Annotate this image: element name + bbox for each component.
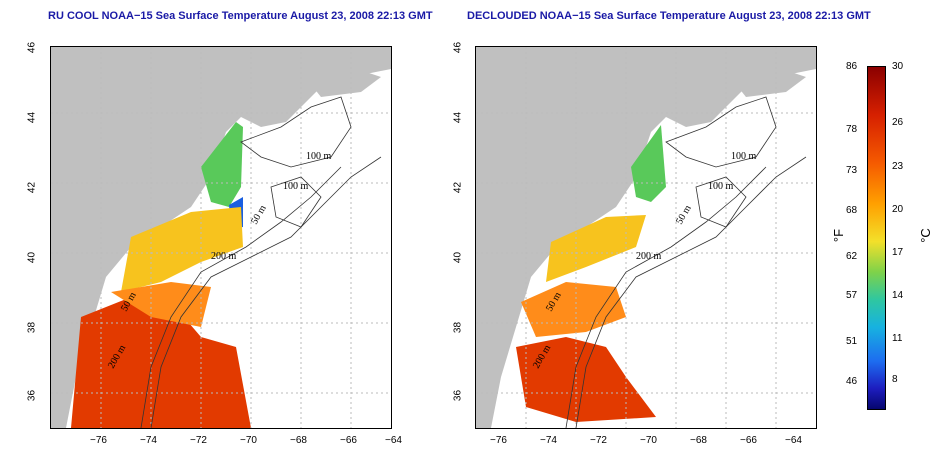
sst-mid-patch (546, 215, 646, 282)
contour-label: 100 m (708, 181, 734, 192)
celsius-tick: 8 (892, 374, 898, 385)
celsius-tick: 30 (892, 61, 904, 72)
fahrenheit-tick: 51 (846, 336, 858, 347)
sst-mid-patch (121, 207, 243, 292)
sst-cool-patch (201, 122, 243, 207)
y-tick-label: 40 (26, 251, 38, 264)
x-tick-label: −68 (690, 435, 707, 446)
land-mass (476, 47, 816, 428)
y-tick-label: 42 (26, 181, 38, 194)
fahrenheit-tick: 73 (846, 165, 858, 176)
fahrenheit-tick: 57 (846, 290, 858, 301)
x-tick-label: −72 (190, 435, 207, 446)
celsius-tick: 11 (892, 333, 903, 344)
bathymetry-contours (565, 96, 807, 428)
fahrenheit-tick: 62 (846, 251, 858, 262)
x-tick-label: −64 (385, 435, 402, 446)
x-tick-label: −74 (140, 435, 157, 446)
y-tick-label: 46 (26, 41, 38, 54)
contour-label: 100 m (731, 151, 757, 162)
y-tick-label: 44 (452, 111, 464, 124)
right-map-canvas: 100 m 100 m 50 m 200 m 50 m 200 m (476, 47, 816, 428)
x-tick-label: −68 (290, 435, 307, 446)
sst-warm-patch (516, 337, 656, 422)
sst-warm-patch (71, 297, 251, 428)
contour-label: 50 m (249, 203, 269, 226)
celsius-tick: 26 (892, 117, 904, 128)
land-mass (51, 47, 391, 428)
temperature-colorbar (867, 66, 886, 410)
bathymetry-contours (140, 96, 382, 428)
grid-lines (51, 47, 391, 428)
x-tick-label: −74 (540, 435, 557, 446)
left-map-canvas: 100 m 100 m 50 m 200 m 50 m 200 m (51, 47, 391, 428)
celsius-tick: 23 (892, 161, 904, 172)
fahrenheit-tick: 86 (846, 61, 858, 72)
sst-orange-patch (521, 282, 626, 337)
x-tick-label: −66 (740, 435, 757, 446)
sst-orange-patch (111, 282, 211, 327)
right-map-panel: 100 m 100 m 50 m 200 m 50 m 200 m (475, 46, 817, 429)
y-tick-label: 40 (452, 251, 464, 264)
x-tick-label: −64 (785, 435, 802, 446)
contour-label: 100 m (306, 151, 332, 162)
fahrenheit-label: °F (831, 228, 847, 243)
x-tick-label: −70 (240, 435, 257, 446)
y-tick-label: 36 (26, 389, 38, 402)
x-tick-label: −76 (90, 435, 107, 446)
x-tick-label: −70 (640, 435, 657, 446)
right-map-title: DECLOUDED NOAA−15 Sea Surface Temperatur… (467, 10, 871, 22)
y-tick-label: 44 (26, 111, 38, 124)
contour-label: 100 m (283, 181, 309, 192)
fahrenheit-tick: 68 (846, 205, 858, 216)
x-tick-label: −72 (590, 435, 607, 446)
y-tick-label: 46 (452, 41, 464, 54)
island-land (301, 67, 381, 97)
grid-lines (476, 47, 816, 428)
celsius-label: °C (917, 228, 933, 243)
y-tick-label: 38 (452, 321, 464, 334)
fahrenheit-tick: 78 (846, 124, 858, 135)
y-tick-label: 38 (26, 321, 38, 334)
y-tick-label: 42 (452, 181, 464, 194)
left-map-panel: 100 m 100 m 50 m 200 m 50 m 200 m (50, 46, 392, 429)
x-tick-label: −76 (490, 435, 507, 446)
contour-label: 200 m (211, 251, 237, 262)
x-tick-label: −66 (340, 435, 357, 446)
left-map-title: RU COOL NOAA−15 Sea Surface Temperature … (48, 10, 433, 22)
contour-label: 50 m (674, 203, 694, 226)
celsius-tick: 17 (892, 247, 904, 258)
celsius-tick: 20 (892, 204, 904, 215)
celsius-tick: 14 (892, 290, 904, 301)
island-land (726, 67, 806, 97)
contour-label: 200 m (636, 251, 662, 262)
fahrenheit-tick: 46 (846, 376, 858, 387)
y-tick-label: 36 (452, 389, 464, 402)
